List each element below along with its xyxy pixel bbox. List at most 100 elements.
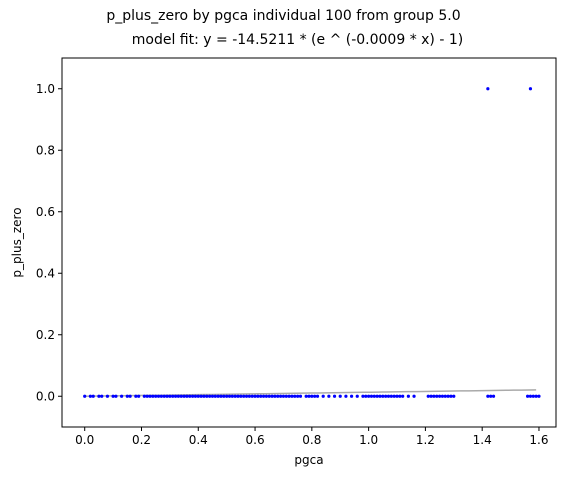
data-point (270, 394, 274, 398)
data-point (264, 394, 269, 398)
data-point (244, 394, 249, 398)
data-point (179, 394, 183, 398)
data-point (250, 394, 254, 398)
data-point (185, 394, 189, 398)
y-tick-label: 0.4 (36, 266, 55, 280)
data-point (191, 394, 195, 398)
data-point (202, 394, 206, 398)
data-point (128, 394, 132, 398)
data-point (188, 394, 192, 398)
data-point (145, 394, 149, 398)
data-point (216, 394, 220, 398)
data-point (222, 394, 226, 398)
data-point (315, 394, 320, 398)
data-point (398, 394, 402, 398)
x-tick-label: 1.2 (416, 433, 435, 447)
data-point (526, 394, 530, 398)
data-point (242, 394, 246, 398)
data-point (173, 394, 178, 398)
data-point (486, 87, 490, 91)
data-point (253, 394, 257, 398)
y-axis-label: p_plus_zero (10, 207, 24, 277)
data-point (230, 394, 234, 398)
data-point (159, 394, 163, 398)
data-point (83, 394, 87, 398)
data-point (401, 394, 405, 398)
data-point (213, 394, 217, 398)
data-point (261, 394, 266, 398)
data-point (227, 394, 232, 398)
data-point (355, 394, 359, 398)
data-point (182, 394, 186, 398)
data-point (298, 394, 303, 398)
data-point (279, 394, 283, 398)
data-point (486, 394, 490, 398)
y-tick-label: 0.0 (36, 389, 55, 403)
data-point (273, 394, 277, 398)
data-point (151, 394, 155, 398)
data-point (236, 394, 240, 398)
data-point (100, 394, 104, 398)
data-point (137, 394, 141, 398)
data-point (199, 394, 203, 398)
data-point (208, 394, 212, 398)
x-tick-label: 0.8 (302, 433, 321, 447)
fit-line (84, 389, 537, 397)
data-point (281, 394, 286, 398)
x-tick-label: 0.6 (246, 433, 265, 447)
data-point (446, 394, 450, 398)
x-tick-label: 0.0 (75, 433, 94, 447)
data-point (426, 394, 430, 398)
x-tick-label: 0.4 (189, 433, 208, 447)
data-point (307, 394, 311, 398)
data-point (537, 394, 541, 398)
data-point (313, 394, 317, 398)
data-point (435, 394, 439, 398)
data-point (327, 394, 331, 398)
data-point (489, 394, 493, 398)
data-point (338, 394, 342, 398)
data-point (491, 394, 496, 398)
data-point (134, 394, 138, 398)
y-tick-label: 0.2 (36, 328, 55, 342)
data-point (443, 394, 447, 398)
data-point (111, 394, 115, 398)
data-point (384, 394, 388, 398)
data-point (165, 394, 169, 398)
data-point (259, 394, 263, 398)
data-point (528, 87, 533, 91)
data-point (193, 394, 198, 398)
data-point (296, 394, 300, 398)
data-point (449, 394, 453, 398)
data-point (247, 394, 251, 398)
data-point (392, 394, 396, 398)
data-point (125, 394, 129, 398)
data-point (284, 394, 288, 398)
data-point (367, 394, 371, 398)
data-point (162, 394, 166, 398)
data-point (375, 394, 379, 398)
data-point (225, 394, 229, 398)
chart-title: p_plus_zero by pgca individual 100 from … (106, 8, 461, 24)
data-point (120, 394, 124, 398)
data-point (196, 394, 200, 398)
y-tick-label: 1.0 (36, 82, 55, 96)
y-tick-label: 0.6 (36, 205, 55, 219)
data-point (332, 394, 337, 398)
y-tick-label: 0.8 (36, 143, 55, 157)
data-point (440, 394, 445, 398)
data-point (210, 394, 215, 398)
data-point (142, 394, 146, 398)
plot-frame (61, 57, 557, 428)
data-point (534, 394, 538, 398)
data-point (349, 394, 354, 398)
x-tick-label: 1.4 (473, 433, 492, 447)
data-point (287, 394, 291, 398)
data-point (114, 394, 118, 398)
data-point (304, 394, 308, 398)
data-point (88, 394, 92, 398)
data-point (205, 394, 209, 398)
data-point (219, 394, 223, 398)
data-point (168, 394, 172, 398)
